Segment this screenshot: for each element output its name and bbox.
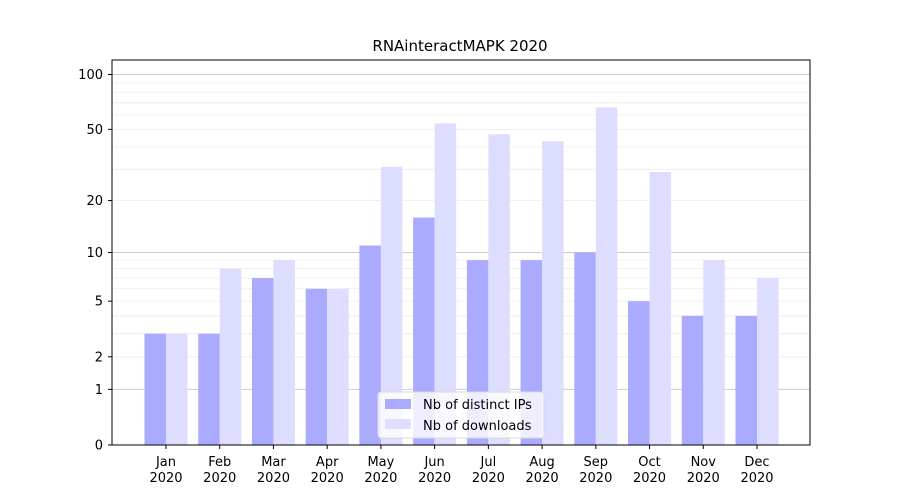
legend-label-ips: Nb of distinct IPs	[423, 398, 532, 413]
bar-downloads	[327, 288, 349, 445]
x-tick-label-year: 2020	[149, 471, 182, 486]
x-tick-label-month: May	[367, 455, 394, 470]
x-tick-label-year: 2020	[257, 471, 290, 486]
y-tick-label: 1	[95, 383, 103, 398]
x-tick-label-month: Jul	[480, 455, 497, 470]
bar-distinct-ips	[305, 288, 328, 445]
bar-distinct-ips	[413, 217, 435, 445]
bar-distinct-ips	[681, 315, 704, 445]
bar-downloads	[649, 171, 672, 445]
bar-downloads	[166, 333, 188, 445]
bars-layer	[144, 107, 779, 446]
bar-downloads	[757, 278, 779, 445]
bar-downloads	[542, 141, 564, 446]
bar-downloads	[219, 268, 242, 445]
bar-downloads	[488, 134, 510, 445]
x-tick-label-month: Oct	[638, 455, 660, 470]
y-tick-label: 2	[95, 350, 103, 365]
bar-downloads	[703, 260, 725, 445]
legend-box	[377, 391, 545, 439]
bar-distinct-ips	[359, 245, 381, 445]
x-tick-label-year: 2020	[472, 471, 505, 486]
y-tick-label: 100	[78, 68, 103, 83]
x-tick-label-month: Apr	[316, 455, 339, 470]
bar-distinct-ips	[735, 315, 757, 445]
x-tick-label-year: 2020	[203, 471, 236, 486]
x-tick-label-year: 2020	[526, 471, 559, 486]
x-tick-label-year: 2020	[633, 471, 666, 486]
y-tick-label: 10	[86, 246, 103, 261]
x-tick-label-month: Jun	[423, 455, 444, 470]
legend-swatch-downloads	[385, 419, 411, 429]
x-tick-label-month: Dec	[744, 455, 769, 470]
x-tick-label-year: 2020	[311, 471, 344, 486]
legend: Nb of distinct IPs Nb of downloads	[377, 391, 545, 439]
x-tick-label-month: Jan	[155, 455, 176, 470]
y-tick-label: 50	[86, 123, 103, 138]
bar-distinct-ips	[628, 301, 650, 445]
x-tick-label-year: 2020	[418, 471, 451, 486]
x-tick-label-month: Nov	[691, 455, 717, 470]
bar-downloads	[595, 107, 618, 446]
x-tick-label-month: Feb	[208, 455, 231, 470]
bar-downloads	[380, 166, 403, 446]
x-tick-label-year: 2020	[740, 471, 773, 486]
bar-distinct-ips	[251, 278, 274, 445]
bar-downloads	[434, 123, 457, 445]
legend-swatch-ips	[385, 399, 411, 409]
x-tick-label-year: 2020	[364, 471, 397, 486]
axis-layer: 0125102050100Jan2020Feb2020Mar2020Apr202…	[78, 68, 773, 486]
y-tick-label: 5	[95, 295, 103, 310]
x-tick-label-year: 2020	[579, 471, 612, 486]
bar-distinct-ips	[144, 333, 166, 445]
x-tick-label-month: Sep	[584, 455, 609, 470]
y-tick-label: 20	[86, 194, 103, 209]
bar-distinct-ips	[198, 333, 220, 445]
bar-downloads	[273, 260, 295, 445]
legend-label-downloads: Nb of downloads	[423, 419, 532, 434]
x-tick-label-year: 2020	[687, 471, 720, 486]
x-tick-label-month: Aug	[529, 455, 554, 470]
chart-title: RNAinteractMAPK 2020	[372, 37, 547, 55]
y-tick-label: 0	[95, 439, 103, 454]
bar-distinct-ips	[574, 252, 596, 445]
x-tick-label-month: Mar	[261, 455, 286, 470]
